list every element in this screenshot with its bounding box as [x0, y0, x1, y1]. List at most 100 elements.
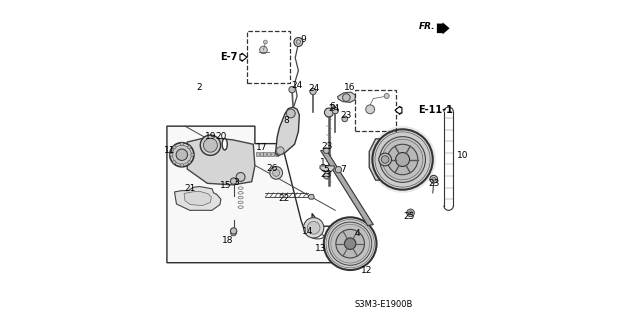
Circle shape [344, 238, 356, 249]
Circle shape [324, 108, 333, 117]
Circle shape [204, 138, 218, 152]
Text: 23: 23 [429, 179, 440, 188]
Circle shape [432, 177, 436, 181]
Circle shape [381, 156, 389, 163]
Text: 1: 1 [319, 158, 325, 167]
Circle shape [328, 222, 372, 265]
Polygon shape [188, 137, 255, 185]
Text: S3M3-E1900B: S3M3-E1900B [355, 300, 413, 309]
Circle shape [188, 146, 191, 149]
Circle shape [342, 116, 348, 122]
Circle shape [324, 217, 376, 270]
Circle shape [191, 153, 194, 156]
Circle shape [372, 129, 433, 190]
Text: 23: 23 [321, 142, 333, 151]
Bar [247, 31, 290, 83]
Text: 4: 4 [355, 229, 360, 238]
Circle shape [335, 167, 342, 173]
Text: 10: 10 [456, 151, 468, 160]
Text: 2: 2 [196, 83, 202, 92]
FancyArrow shape [437, 22, 449, 34]
Polygon shape [230, 231, 237, 236]
Text: 11: 11 [164, 146, 176, 155]
Circle shape [336, 229, 364, 258]
Circle shape [296, 40, 301, 44]
Circle shape [294, 38, 303, 47]
Circle shape [396, 152, 410, 167]
Text: 22: 22 [279, 194, 290, 203]
Polygon shape [268, 152, 270, 156]
Circle shape [289, 86, 295, 93]
Polygon shape [271, 152, 274, 156]
Text: E-11-1: E-11-1 [418, 105, 452, 115]
Polygon shape [264, 152, 266, 156]
Circle shape [170, 143, 194, 167]
Text: 12: 12 [362, 265, 372, 275]
Circle shape [408, 211, 412, 215]
Circle shape [200, 135, 221, 155]
Polygon shape [167, 126, 335, 263]
Circle shape [264, 40, 268, 44]
Polygon shape [184, 191, 211, 205]
Polygon shape [260, 152, 262, 156]
Text: 15: 15 [220, 181, 231, 190]
Circle shape [230, 178, 237, 184]
Text: 3: 3 [233, 178, 239, 187]
Text: 25: 25 [403, 212, 415, 221]
Circle shape [369, 126, 436, 193]
FancyArrow shape [395, 106, 402, 115]
Text: FR.: FR. [419, 22, 435, 31]
Text: E-7: E-7 [220, 52, 237, 62]
Circle shape [326, 219, 374, 268]
Circle shape [323, 173, 329, 179]
Ellipse shape [311, 234, 324, 239]
Text: 16: 16 [344, 83, 355, 92]
Circle shape [307, 221, 320, 234]
Circle shape [286, 109, 295, 118]
Text: 23: 23 [340, 111, 352, 120]
Circle shape [270, 167, 282, 179]
Polygon shape [308, 195, 314, 199]
Text: 13: 13 [315, 244, 326, 253]
Text: 26: 26 [266, 164, 277, 173]
Text: 24: 24 [291, 81, 303, 90]
Text: 24: 24 [308, 85, 319, 93]
Circle shape [323, 148, 329, 153]
Text: 5: 5 [323, 165, 328, 174]
Text: 24: 24 [329, 104, 340, 113]
Text: 20: 20 [216, 132, 227, 141]
Circle shape [379, 153, 392, 166]
Bar [355, 90, 396, 131]
Circle shape [180, 164, 184, 167]
Circle shape [176, 149, 188, 160]
Polygon shape [175, 187, 221, 210]
Circle shape [375, 132, 430, 187]
Ellipse shape [222, 138, 227, 150]
Text: 9: 9 [301, 35, 307, 44]
Polygon shape [256, 152, 259, 156]
Circle shape [173, 146, 176, 149]
Polygon shape [369, 139, 396, 180]
Circle shape [236, 173, 245, 182]
Circle shape [384, 93, 389, 99]
Circle shape [230, 228, 237, 234]
Circle shape [406, 209, 414, 217]
Text: 23: 23 [321, 170, 332, 179]
Circle shape [342, 94, 350, 101]
Text: 14: 14 [301, 227, 313, 236]
Circle shape [387, 144, 418, 175]
Polygon shape [337, 92, 356, 102]
Polygon shape [276, 107, 300, 156]
Circle shape [310, 88, 316, 95]
Text: 19: 19 [205, 132, 216, 141]
Text: 17: 17 [257, 143, 268, 152]
Circle shape [180, 143, 184, 146]
Text: 8: 8 [284, 116, 289, 125]
Circle shape [430, 175, 438, 183]
Polygon shape [321, 150, 373, 226]
Circle shape [172, 145, 191, 164]
Circle shape [332, 108, 339, 114]
Circle shape [276, 147, 284, 154]
FancyArrow shape [240, 53, 247, 61]
Circle shape [382, 139, 423, 180]
